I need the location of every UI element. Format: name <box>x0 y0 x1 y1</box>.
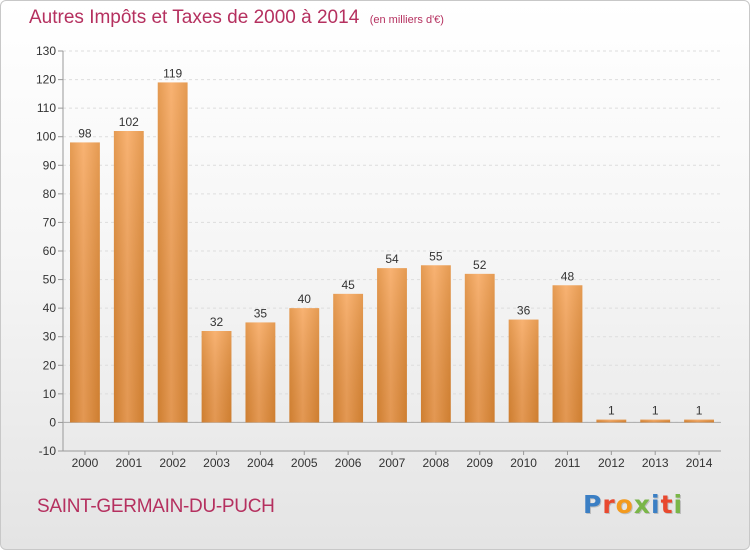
bar-shade <box>552 285 583 423</box>
y-tick-label: 90 <box>43 158 57 172</box>
y-tick-label: 70 <box>43 215 57 229</box>
y-tick-label: 120 <box>36 73 56 87</box>
y-tick-label: 20 <box>43 358 57 372</box>
logo-letter: t <box>660 490 674 519</box>
bar-value-label: 54 <box>385 252 399 266</box>
y-tick-label: 10 <box>43 387 57 401</box>
bar-shade <box>289 308 320 423</box>
label-layer: -10 0 10 20 30 40 50 60 70 80 90 100 110 120 130 98 2000… <box>36 44 713 470</box>
bar-value-label: 32 <box>210 315 224 329</box>
bar-shade <box>113 131 144 423</box>
bar-shade <box>377 268 407 423</box>
y-tick-label: 50 <box>43 273 57 287</box>
bar-shade <box>596 419 627 423</box>
bar-value-label: 1 <box>696 404 703 418</box>
x-tick-label: 2006 <box>335 456 362 470</box>
x-tick-label: 2003 <box>203 456 230 470</box>
logo-letter: P <box>583 490 603 519</box>
bar-shade <box>684 419 714 423</box>
bar-shade <box>157 82 188 423</box>
x-tick-label: 2001 <box>115 456 142 470</box>
x-tick-label: 2007 <box>379 456 406 470</box>
bar-shade <box>640 419 671 423</box>
logo-letter: r <box>602 490 616 519</box>
y-tick-label: 100 <box>36 130 56 144</box>
x-tick-label: 2008 <box>423 456 450 470</box>
y-tick-label: 0 <box>49 415 56 429</box>
bar-shade <box>508 319 539 423</box>
x-tick-label: 2009 <box>466 456 493 470</box>
y-tick-label: 40 <box>43 301 57 315</box>
bar-value-label: 1 <box>608 404 615 418</box>
logo-letter: i <box>673 490 684 519</box>
y-tick-label: -10 <box>39 444 57 458</box>
bar-value-label: 36 <box>517 304 531 318</box>
bar-shade <box>420 265 451 423</box>
bar-value-label: 48 <box>561 269 575 283</box>
x-tick-label: 2012 <box>598 456 625 470</box>
bar-value-label: 35 <box>254 306 268 320</box>
bar-shade <box>333 293 364 423</box>
chart-title: Autres Impôts et Taxes de 2000 à 2014 <box>29 7 360 28</box>
bar-value-label: 40 <box>298 292 312 306</box>
logo-letter: x <box>633 490 651 519</box>
x-tick-label: 2011 <box>555 456 581 470</box>
x-tick-label: 2004 <box>247 456 274 470</box>
bar-shade <box>464 273 495 423</box>
x-tick-label: 2000 <box>72 456 99 470</box>
bar-value-label: 45 <box>341 278 355 292</box>
logo-letter: i <box>651 490 661 519</box>
x-tick-label: 2005 <box>291 456 318 470</box>
bar-value-label: 55 <box>429 249 443 263</box>
bar-layer <box>70 82 714 423</box>
bar-shade <box>245 322 276 423</box>
y-tick-label: 80 <box>43 187 57 201</box>
bar-value-label: 1 <box>652 404 659 418</box>
x-tick-label: 2010 <box>510 456 537 470</box>
bar-value-label: 52 <box>473 258 487 272</box>
bar-value-label: 98 <box>78 126 92 140</box>
logo-letter: o <box>615 490 634 519</box>
y-tick-label: 110 <box>37 101 56 115</box>
x-tick-label: 2013 <box>642 456 669 470</box>
city-name: SAINT-GERMAIN-DU-PUCH <box>37 496 275 517</box>
brand-logo: Proxiti <box>583 490 683 519</box>
x-tick-label: 2014 <box>686 456 713 470</box>
bar-value-label: 102 <box>119 115 139 129</box>
y-tick-label: 60 <box>43 244 57 258</box>
bar-shade <box>70 142 100 423</box>
x-tick-label: 2002 <box>159 456 186 470</box>
chart-subtitle: (en milliers d'€) <box>369 14 444 26</box>
y-tick-label: 130 <box>36 44 56 58</box>
title-row: Autres Impôts et Taxes de 2000 à 2014 (e… <box>29 7 444 29</box>
bar-value-label: 119 <box>163 66 182 80</box>
bar-shade <box>201 331 232 423</box>
y-tick-label: 30 <box>43 330 57 344</box>
